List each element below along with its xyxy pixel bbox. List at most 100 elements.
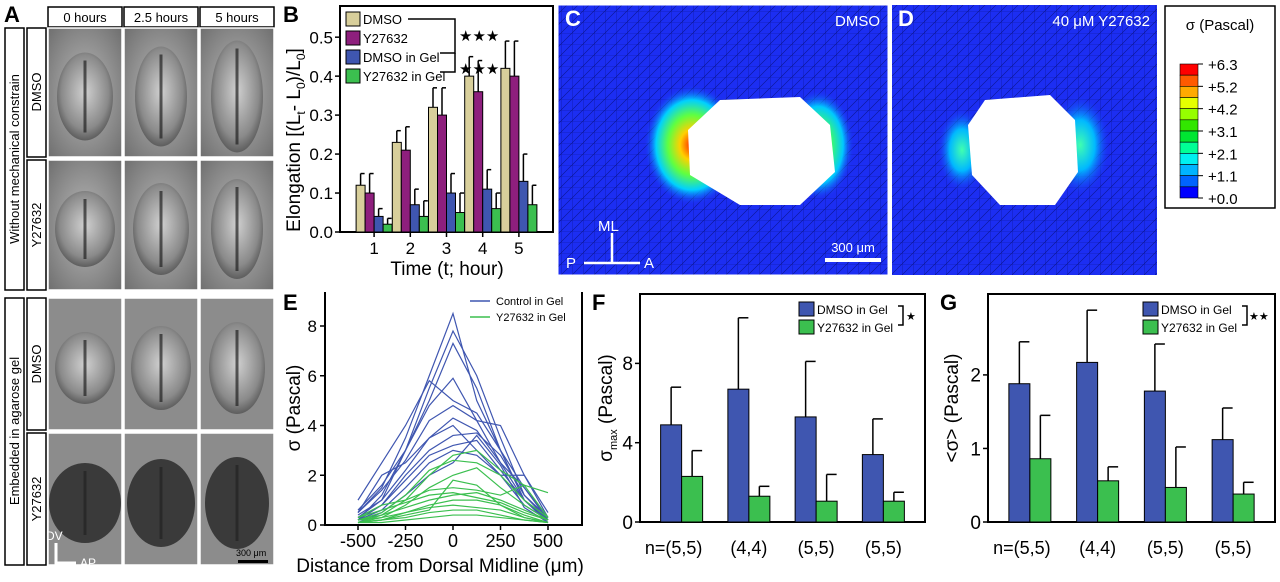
group-label-unconstrained: Without mechanical constrain [7, 74, 22, 244]
embryo-image-grid [47, 27, 275, 566]
bar-y27632-in-gel [455, 212, 465, 233]
y-axis-label-part: ] [284, 48, 305, 53]
bar-dmso-in-gel [660, 424, 683, 523]
y-axis-label: <σ> (Pascal) [942, 354, 963, 463]
embryo-hole [968, 95, 1078, 205]
line-y27632-in-gel [357, 467, 549, 524]
legend-label: Y27632 in Gel [817, 321, 893, 335]
significance-bracket [898, 305, 904, 326]
significance-stars: ★★★ [459, 28, 499, 45]
colorbar-tick-label: +4.2 [1208, 102, 1238, 119]
y-tick-label: 4 [622, 434, 633, 455]
bar-dmso-in-gel [1076, 361, 1099, 523]
x-tick-label: (5,5) [798, 538, 835, 558]
line-control-in-gel [357, 417, 549, 521]
bar-dmso-in-gel [861, 454, 884, 523]
legend-swatch [798, 319, 815, 335]
y-tick-label: 0.2 [309, 145, 333, 164]
y-axis-label-part: )/L [284, 60, 305, 82]
bar-y27632-in-gel [382, 223, 393, 233]
bar-dmso-in-gel [1008, 383, 1031, 523]
significance-stars: ★★ [1249, 311, 1269, 323]
panel-label-c: C [565, 6, 581, 31]
x-tick-label: 0 [448, 531, 458, 551]
line-control-in-gel [357, 439, 549, 521]
y-tick-label: 0.5 [309, 28, 333, 47]
x-tick-label: -500 [340, 531, 376, 551]
bar-y27632-in-gel [418, 215, 429, 233]
bar-y27632 [400, 149, 411, 233]
bar-y27632-in-gel [1164, 486, 1187, 523]
bar-y27632 [473, 91, 484, 233]
bar-dmso [355, 184, 366, 233]
bar-dmso-in-gel [409, 204, 420, 233]
panel-label-f: F [592, 290, 605, 315]
line-control-in-gel [357, 424, 549, 518]
legend: DMSO in Gel Y27632 in Gel [1142, 301, 1237, 335]
y-tick-label: 2 [308, 466, 317, 485]
bar-dmso-in-gel [446, 192, 456, 233]
embryo-image [47, 432, 123, 566]
axis-p: P [566, 255, 576, 272]
y-tick-label: 8 [622, 354, 633, 375]
colorbar-swatch [1179, 153, 1199, 165]
panel-f: F 0 4 8 n=(5,5) (4,4) (5,5) (5,5) DMSO in Gel Y2… [592, 290, 926, 558]
legend-swatch [1142, 319, 1159, 335]
line-y27632-in-gel [357, 509, 549, 524]
line-control-in-gel [357, 404, 549, 513]
line-control-in-gel [357, 449, 549, 521]
colorbar-swatch [1179, 108, 1199, 121]
y-axis-label-part: - L [284, 89, 305, 111]
row-label-dmso: DMSO [29, 73, 44, 112]
bar-dmso-in-gel [727, 388, 750, 523]
x-tick-label: (4,4) [730, 538, 767, 558]
bar-y27632-in-gel [527, 204, 538, 233]
y-axis-label: σmax (Pascal) [596, 354, 620, 461]
y-axis-label-part: (Pascal) [596, 354, 617, 429]
scale-bar-label: 300 μm [236, 548, 266, 558]
x-tick-label: -250 [387, 531, 423, 551]
y-tick-label: 0.1 [309, 184, 333, 203]
y-tick-label: 0.4 [309, 67, 333, 86]
line-y27632-in-gel [357, 459, 549, 521]
column-headers: 0 hours 2.5 hours 5 hours [47, 6, 275, 28]
embryo-image [47, 27, 123, 158]
colorbar-tick-label: +5.2 [1208, 79, 1238, 96]
group-box [4, 297, 25, 566]
embryo-image [123, 297, 199, 431]
colorbar-tick-label: +2.1 [1208, 146, 1238, 163]
y-tick-label: 0 [622, 513, 633, 534]
significance-stars: ★★★ [459, 61, 499, 78]
significance-bracket [440, 53, 456, 73]
embryo-image [199, 159, 275, 291]
bar-y27632-in-gel [748, 495, 771, 523]
bar-dmso-in-gel [518, 180, 529, 233]
y-axis-label: Elongation [(Lt- L0)/L0] [284, 48, 308, 232]
column-header-5h: 5 hours [215, 10, 259, 25]
x-tick-label: (5,5) [865, 538, 902, 558]
panel-d: D 40 μM Y27632 [892, 5, 1157, 275]
y-tick-label: 0 [308, 516, 317, 535]
panel-c: C DMSO ML P A 300 μm [557, 4, 889, 276]
panel-b: B 0.0 0.1 0.2 0.3 0.4 0.5 1 2 3 4 5 DMSO Y27632 DMSO … [283, 2, 554, 280]
panel-label-g: G [940, 290, 957, 315]
y-axis-label-part: 0 [294, 82, 308, 89]
orientation-axes [584, 233, 640, 265]
embryo-image [199, 297, 275, 431]
bar-y27632-in-gel [882, 500, 905, 523]
colorbar-swatch [1179, 130, 1199, 143]
embryo-image [123, 159, 199, 291]
panel-label-e: E [283, 290, 298, 315]
legend-label: DMSO [363, 12, 402, 27]
colorbar-swatch [1179, 63, 1199, 76]
bar-dmso-in-gel [1211, 439, 1234, 523]
y-tick-label: 1 [970, 439, 981, 460]
panel-g: G 0 1 2 n=(5,5) (4,4) (5,5) (5,5) DMSO in Gel Y2… [940, 290, 1276, 558]
y-tick-label: 0 [970, 513, 981, 534]
colorbar-swatch [1179, 164, 1199, 176]
panel-label-a: A [4, 2, 20, 27]
line-y27632-in-gel [357, 449, 549, 524]
panel-e: E 0 2 4 6 8 -500 -250 0 250 500 Distance from Dors… [283, 290, 584, 577]
colorbar-tick-label: +0.0 [1208, 191, 1238, 208]
bar-dmso [391, 141, 402, 233]
